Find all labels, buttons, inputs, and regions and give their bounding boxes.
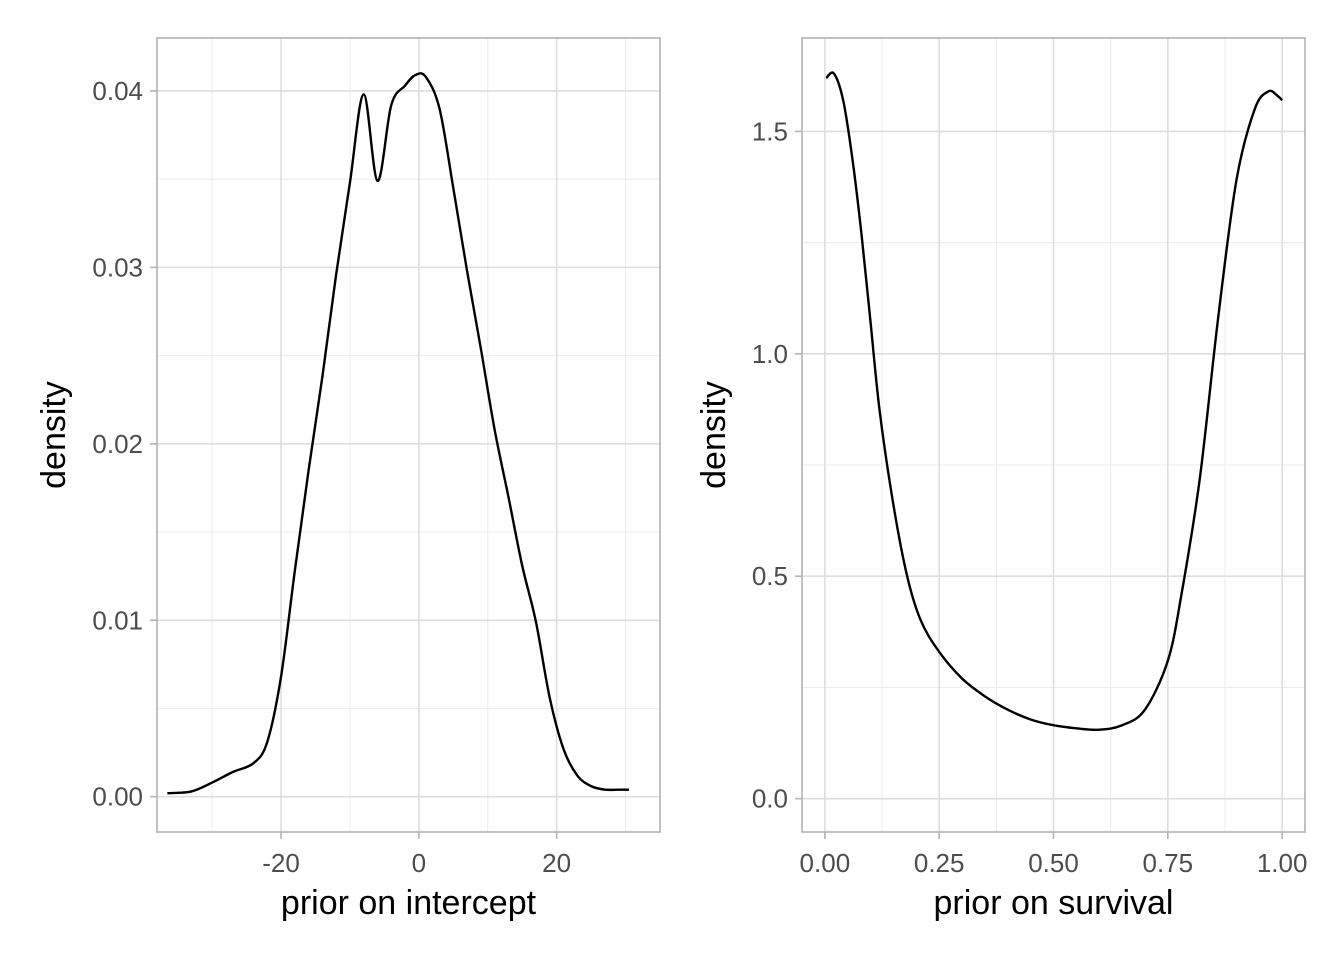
survival-y-tick-label: 0.5 xyxy=(752,561,788,591)
survival-y-tick-label: 0.0 xyxy=(752,784,788,814)
intercept-y-tick-label: 0.02 xyxy=(92,429,143,459)
intercept-x-tick-label: 0 xyxy=(412,848,426,878)
intercept-y-tick-label: 0.04 xyxy=(92,76,143,106)
intercept-panel-border xyxy=(156,37,661,833)
survival-x-tick-label: 0.00 xyxy=(800,848,851,878)
survival-x-axis-title: prior on survival xyxy=(934,884,1174,922)
survival-x-tick-label: 1.00 xyxy=(1257,848,1308,878)
intercept-y-axis-title: density xyxy=(35,381,73,489)
intercept-x-axis-title: prior on intercept xyxy=(281,884,537,922)
intercept-y-tick-label: 0.00 xyxy=(92,782,143,812)
survival-density-line xyxy=(825,71,1284,732)
survival-density-panel: 0.00 0.25 0.50 0.75 1.00 0.0 0.5 1.0 1.5 prior o… xyxy=(695,37,1308,922)
survival-y-tick-label: 1.5 xyxy=(752,116,788,146)
survival-x-tick-label: 0.50 xyxy=(1028,848,1079,878)
survival-y-tick-label: 1.0 xyxy=(752,339,788,369)
survival-x-tick-label: 0.75 xyxy=(1143,848,1194,878)
intercept-y-tick-label: 0.03 xyxy=(92,252,143,282)
survival-y-axis-title: density xyxy=(695,381,733,489)
intercept-density-panel: -20 0 20 0.00 0.01 0.02 0.03 0.04 prior on inte… xyxy=(35,37,661,922)
survival-x-tick-label: 0.25 xyxy=(914,848,965,878)
intercept-x-tick-label: -20 xyxy=(262,848,300,878)
intercept-x-tick-label: 20 xyxy=(542,848,571,878)
intercept-density-line xyxy=(167,72,629,795)
intercept-y-tick-label: 0.01 xyxy=(92,605,143,635)
